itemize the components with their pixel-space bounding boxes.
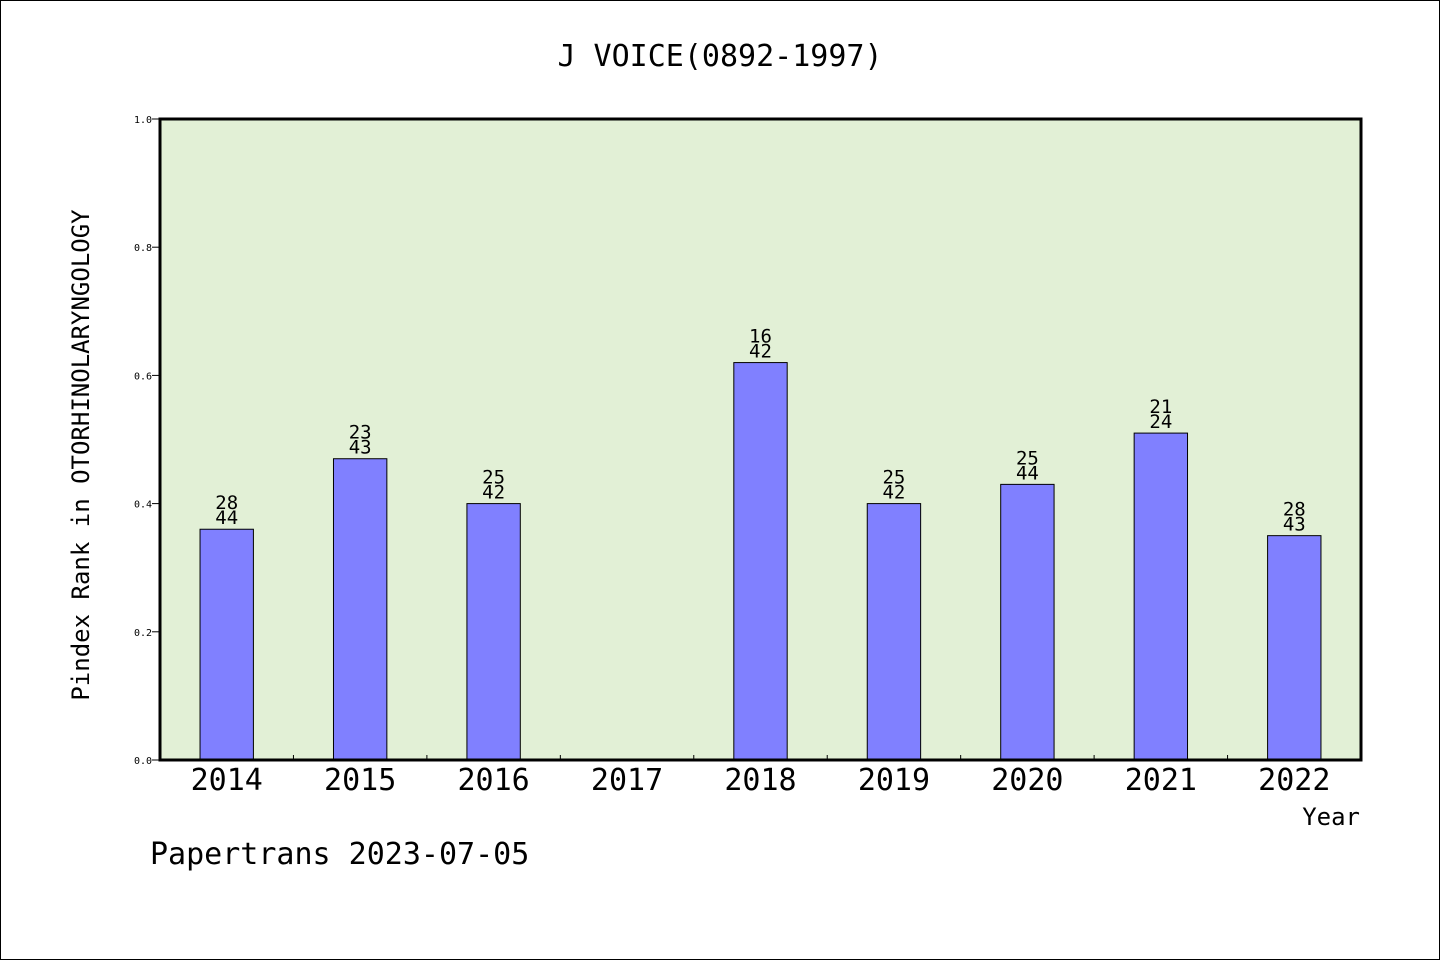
bar bbox=[466, 503, 521, 761]
y-tick-label: 1.0 bbox=[134, 115, 152, 126]
bar-rank-label: 28 bbox=[1283, 499, 1306, 521]
x-tick-label: 2014 bbox=[191, 763, 263, 798]
bar-total-label: 44 bbox=[215, 507, 238, 529]
bar-total-label: 42 bbox=[749, 341, 772, 363]
y-tick-label: 0.2 bbox=[134, 628, 152, 639]
x-tick-label: 2022 bbox=[1258, 763, 1330, 798]
bar bbox=[1133, 432, 1189, 761]
x-tick-label: 2020 bbox=[991, 763, 1063, 798]
bar-rank-label: 25 bbox=[882, 467, 905, 489]
bar-rank-label: 25 bbox=[1016, 447, 1039, 469]
x-tick-label: 2016 bbox=[457, 763, 529, 798]
bar bbox=[1000, 483, 1055, 761]
y-axis: 0.0 0.2 0.4 0.6 0.8 1.0 bbox=[134, 115, 160, 767]
bar-total-label: 24 bbox=[1149, 411, 1172, 433]
x-tick-label: 2017 bbox=[591, 763, 663, 798]
y-tick-label: 0.4 bbox=[134, 500, 152, 511]
x-tick-label: 2018 bbox=[724, 763, 796, 798]
y-axis-label: Pindex Rank in OTORHINOLARYNGOLOGY bbox=[67, 209, 95, 701]
bar bbox=[1267, 535, 1322, 761]
bar-total-label: 43 bbox=[349, 437, 372, 459]
bar-total-label: 42 bbox=[882, 482, 905, 504]
x-axis-label: Year bbox=[1302, 803, 1360, 831]
bar-rank-label: 25 bbox=[482, 467, 505, 489]
bar bbox=[733, 362, 788, 761]
bar-rank-label: 28 bbox=[215, 492, 238, 514]
x-axis: 2014 2015 2016 2017 2018 2019 2020 2021 2022 bbox=[191, 755, 1330, 798]
x-tick-label: 2021 bbox=[1125, 763, 1197, 798]
bar-rank-label: 23 bbox=[349, 422, 372, 444]
chart-title: J VOICE(0892-1997) bbox=[557, 39, 882, 74]
bar bbox=[866, 503, 922, 761]
y-tick-label: 0.6 bbox=[134, 371, 152, 382]
bar bbox=[199, 528, 254, 761]
y-tick-label: 0.0 bbox=[134, 756, 152, 767]
x-tick-label: 2019 bbox=[858, 763, 930, 798]
bar-total-label: 42 bbox=[482, 482, 505, 504]
bar bbox=[332, 458, 388, 761]
footer-credit: Papertrans 2023-07-05 bbox=[150, 837, 529, 872]
y-tick-label: 0.8 bbox=[134, 243, 152, 254]
bar-rank-label: 16 bbox=[749, 326, 772, 348]
x-tick-label: 2015 bbox=[324, 763, 396, 798]
plot-border bbox=[158, 117, 1363, 762]
bar-total-label: 44 bbox=[1016, 462, 1039, 484]
bar-rank-label: 21 bbox=[1149, 396, 1172, 418]
bar-total-label: 43 bbox=[1283, 514, 1306, 536]
